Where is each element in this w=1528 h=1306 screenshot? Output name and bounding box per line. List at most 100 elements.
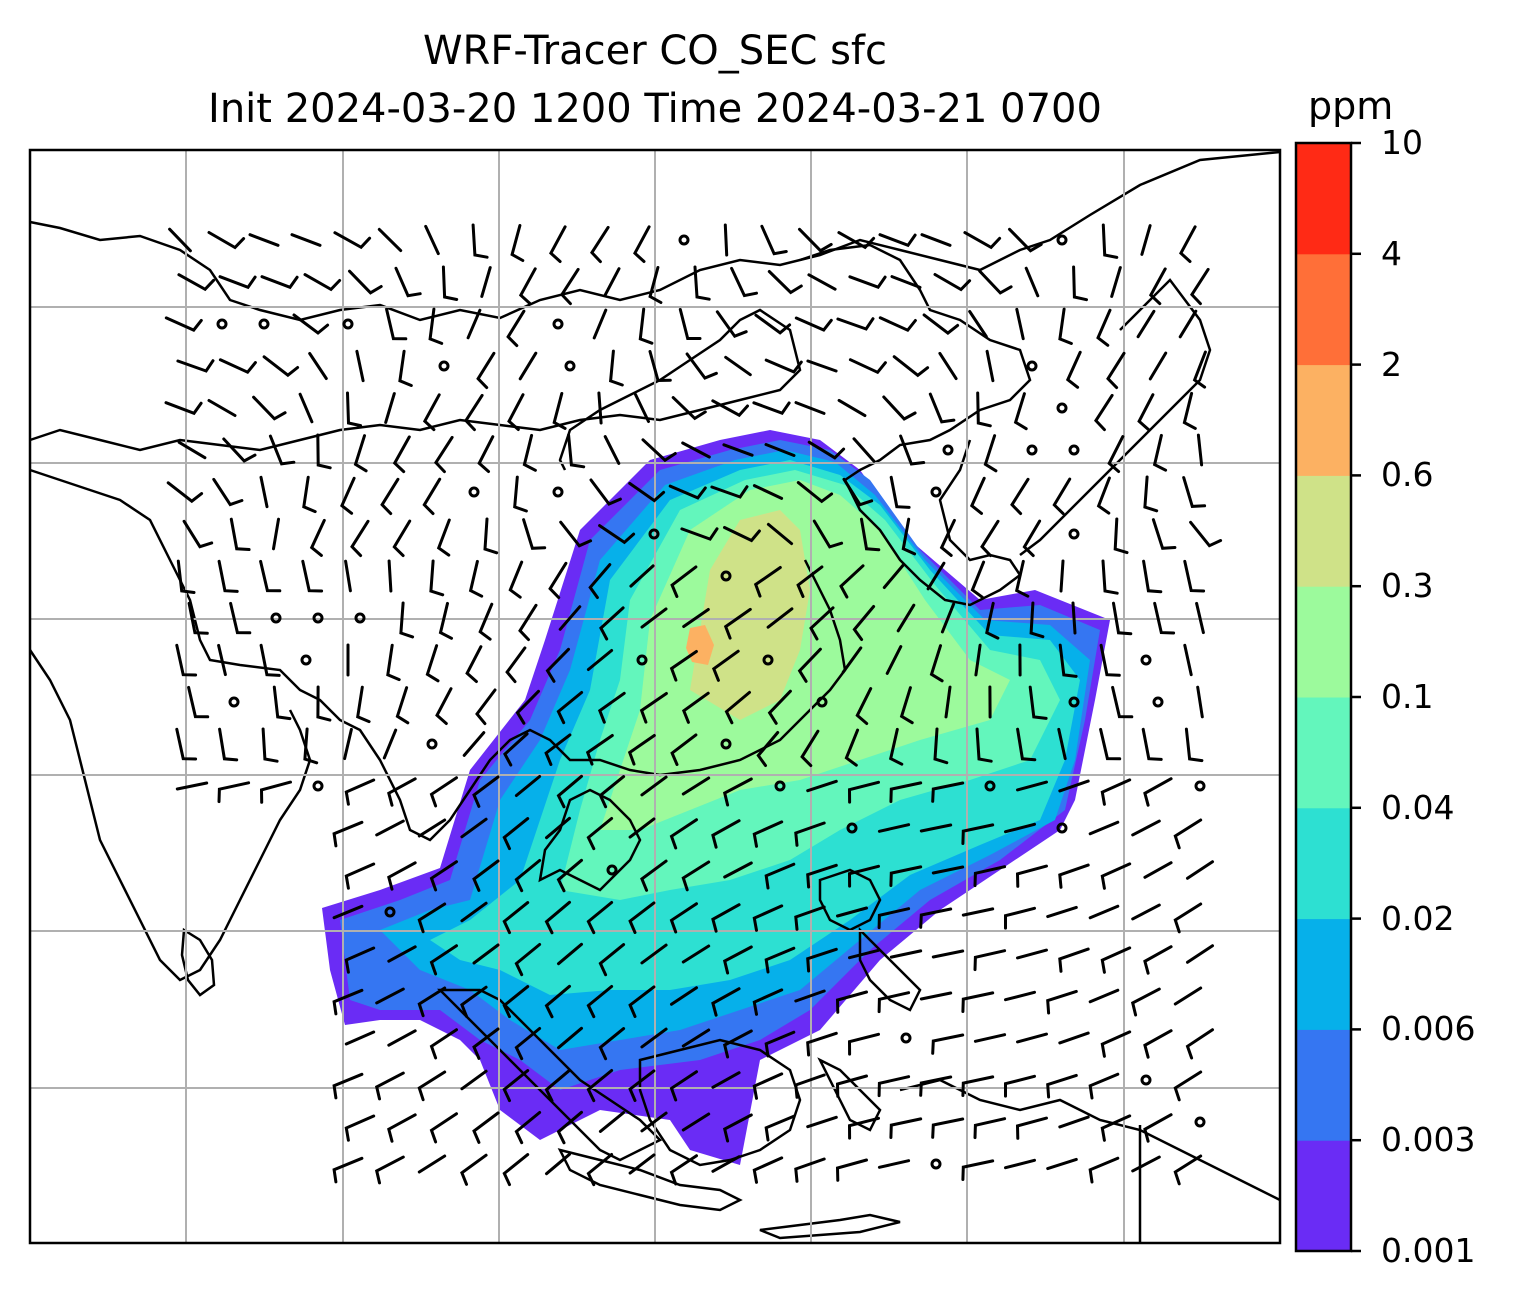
wind-barb: [1004, 822, 1036, 834]
wind-barb: [711, 1155, 741, 1173]
wind-barb: [567, 433, 586, 469]
calm-wind-marker: [774, 780, 786, 792]
map-frame: [28, 148, 1282, 1245]
wind-barb: [248, 233, 280, 247]
wind-barb: [794, 821, 826, 847]
wind-barb: [1137, 393, 1155, 431]
wind-barb: [1028, 685, 1048, 720]
wind-barb: [1101, 559, 1119, 595]
wind-barb: [1058, 1115, 1090, 1129]
wind-barb: [978, 269, 1013, 295]
wind-barb: [514, 775, 542, 797]
calm-wind-marker: [1068, 528, 1080, 540]
wind-barb: [847, 1116, 880, 1140]
wind-barb: [477, 435, 495, 473]
colorbar-tick-label: 0.04: [1381, 787, 1455, 827]
wind-barb: [1112, 601, 1133, 636]
wind-barb: [502, 1153, 530, 1187]
wind-barb: [557, 942, 583, 966]
calm-wind-marker: [438, 360, 450, 372]
wind-barb: [722, 443, 754, 457]
wind-barb: [1140, 224, 1152, 256]
colorbar-tick-label: 10: [1381, 123, 1423, 162]
wind-barb: [640, 943, 668, 965]
wind-barb: [933, 727, 949, 765]
wind-barb: [640, 775, 668, 797]
wind-barb: [640, 1111, 668, 1133]
wind-barb: [919, 823, 953, 833]
wind-barb: [308, 352, 328, 380]
wind-barb: [970, 560, 986, 599]
wind-barb: [518, 267, 537, 305]
wind-barb: [476, 351, 496, 390]
colorbar-segment: [1296, 918, 1351, 1030]
wind-barb: [344, 778, 376, 806]
wind-barb: [544, 1068, 571, 1103]
wind-barb: [394, 266, 422, 298]
wind-barb: [961, 907, 995, 917]
wind-barb: [374, 1071, 405, 1101]
wind-barb: [344, 1114, 376, 1142]
wind-barb: [218, 358, 257, 375]
wind-barb: [545, 1152, 571, 1176]
wind-barb: [435, 687, 453, 725]
wind-barb: [510, 224, 525, 262]
wind-barb: [812, 519, 844, 549]
wind-barb: [722, 945, 753, 975]
wind-barb: [218, 727, 239, 762]
wind-barb: [597, 691, 626, 724]
wind-barb: [333, 231, 372, 250]
wind-barb: [628, 901, 656, 934]
wind-barb: [1183, 643, 1193, 677]
wind-barb: [460, 901, 488, 923]
wind-barb: [344, 1030, 376, 1046]
wind-barb: [1143, 861, 1173, 879]
wind-barb: [480, 266, 492, 298]
wind-barb: [892, 355, 930, 378]
wind-barb: [164, 316, 203, 332]
calm-wind-marker: [636, 654, 648, 666]
wind-barb: [355, 349, 365, 383]
wind-barb: [629, 564, 655, 588]
wind-barb: [766, 607, 794, 629]
wind-barb: [1100, 862, 1132, 890]
wind-barb: [508, 560, 524, 599]
wind-barb: [343, 727, 353, 761]
wind-barb: [556, 691, 584, 725]
wind-barb: [877, 1075, 911, 1098]
wind-barb: [207, 399, 237, 417]
wind-barb: [681, 860, 711, 892]
wind-barb: [387, 945, 417, 963]
wind-barb: [1058, 947, 1090, 973]
wind-barb: [560, 267, 580, 306]
colorbar-tick-label: 0.1: [1381, 677, 1434, 716]
wind-barb: [1179, 225, 1197, 263]
wind-barb: [586, 1069, 614, 1103]
wind-barb: [302, 475, 317, 514]
wind-barb: [1152, 433, 1168, 472]
wind-barb: [1136, 309, 1156, 339]
wind-barb: [375, 987, 405, 1005]
wind-barb: [889, 865, 923, 887]
wind-barb: [844, 728, 860, 767]
wind-barb: [177, 440, 207, 460]
wind-barb: [518, 603, 538, 642]
wind-barb: [590, 225, 610, 264]
wind-barb: [272, 517, 280, 551]
wind-barb: [417, 818, 447, 838]
wind-barb: [1101, 223, 1119, 259]
wind-barb: [429, 860, 458, 892]
wind-barb: [544, 984, 571, 1019]
wind-barb: [798, 227, 833, 253]
wind-barb: [417, 986, 447, 1018]
wind-barb: [344, 946, 376, 974]
wind-barb: [1096, 308, 1112, 347]
wind-barb: [468, 559, 484, 598]
wind-barb: [855, 687, 873, 725]
wind-barb: [187, 685, 210, 719]
wind-barb: [710, 485, 749, 499]
calm-wind-marker: [762, 654, 774, 666]
wind-barb: [464, 393, 484, 432]
wind-barb: [806, 947, 838, 973]
wind-barb: [807, 440, 846, 460]
